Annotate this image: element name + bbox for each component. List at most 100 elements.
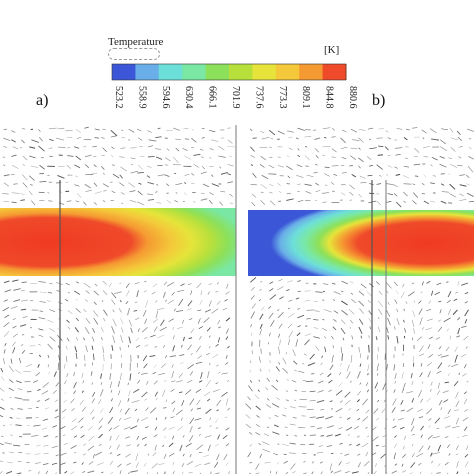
velocity-vector bbox=[321, 327, 327, 331]
velocity-vector bbox=[260, 184, 268, 189]
velocity-vector bbox=[330, 181, 335, 185]
velocity-vector bbox=[83, 282, 91, 288]
velocity-vector bbox=[340, 192, 346, 196]
velocity-vector bbox=[289, 423, 296, 426]
velocity-vector bbox=[378, 316, 380, 320]
velocity-vector bbox=[377, 145, 384, 148]
velocity-vector bbox=[66, 372, 69, 378]
velocity-vector bbox=[94, 191, 102, 194]
velocity-vector bbox=[268, 332, 271, 337]
velocity-vector bbox=[320, 408, 325, 411]
velocity-vector bbox=[191, 137, 197, 143]
velocity-vector bbox=[208, 199, 213, 205]
velocity-vector bbox=[403, 191, 408, 197]
velocity-vector bbox=[315, 291, 323, 293]
velocity-vector bbox=[394, 299, 398, 304]
velocity-vector bbox=[356, 435, 360, 438]
velocity-vector bbox=[428, 425, 431, 429]
velocity-vector bbox=[155, 417, 158, 421]
velocity-vector bbox=[185, 442, 192, 447]
velocity-vector bbox=[119, 182, 125, 187]
velocity-vector bbox=[189, 398, 195, 406]
velocity-vector bbox=[376, 389, 379, 393]
velocity-vector bbox=[463, 335, 469, 341]
velocity-vector bbox=[129, 190, 136, 193]
colorbar-tick-label: 844.8 bbox=[324, 86, 335, 109]
velocity-vector bbox=[76, 281, 79, 284]
velocity-vector bbox=[163, 281, 168, 286]
velocity-vector bbox=[277, 461, 280, 465]
velocity-vector bbox=[401, 389, 404, 393]
velocity-vector bbox=[330, 408, 334, 410]
velocity-vector bbox=[402, 283, 405, 288]
velocity-vector bbox=[225, 362, 229, 365]
velocity-vector bbox=[166, 199, 172, 204]
velocity-vector bbox=[190, 328, 195, 334]
velocity-vector bbox=[110, 390, 113, 393]
velocity-vector bbox=[430, 164, 433, 167]
velocity-vector bbox=[419, 345, 424, 353]
velocity-vector bbox=[182, 148, 188, 151]
velocity-vector bbox=[93, 353, 95, 361]
velocity-vector bbox=[375, 336, 378, 341]
velocity-vector bbox=[189, 454, 192, 458]
velocity-vector bbox=[10, 408, 14, 410]
velocity-vector bbox=[81, 462, 84, 465]
velocity-vector bbox=[75, 129, 81, 133]
velocity-vector bbox=[84, 354, 86, 361]
velocity-vector bbox=[333, 470, 342, 474]
velocity-vector bbox=[178, 298, 184, 306]
velocity-vector bbox=[1, 435, 4, 438]
colorbar-segment bbox=[112, 64, 136, 80]
velocity-vector bbox=[207, 291, 210, 295]
velocity-vector bbox=[187, 300, 193, 307]
velocity-vector bbox=[70, 398, 75, 404]
velocity-vector bbox=[119, 174, 124, 179]
velocity-vector bbox=[92, 145, 97, 148]
colorbar-segment bbox=[252, 64, 277, 80]
velocity-vector bbox=[259, 288, 262, 291]
velocity-vector bbox=[137, 380, 141, 384]
velocity-vector bbox=[67, 326, 71, 330]
velocity-vector bbox=[205, 353, 211, 355]
velocity-vector bbox=[278, 346, 280, 355]
velocity-vector bbox=[271, 385, 278, 391]
velocity-vector bbox=[350, 128, 357, 133]
velocity-vector bbox=[123, 426, 131, 430]
velocity-vector bbox=[181, 344, 183, 348]
velocity-vector bbox=[436, 427, 440, 430]
velocity-vector bbox=[359, 308, 365, 314]
velocity-vector bbox=[358, 157, 364, 163]
velocity-vector bbox=[175, 409, 183, 416]
velocity-vector bbox=[38, 343, 41, 346]
velocity-vector bbox=[0, 367, 4, 373]
velocity-vector bbox=[3, 164, 6, 166]
velocity-vector bbox=[326, 425, 334, 429]
velocity-vector bbox=[403, 136, 408, 141]
colorbar-tick-label: 630.4 bbox=[183, 86, 194, 109]
velocity-vector bbox=[151, 463, 158, 469]
velocity-vector bbox=[359, 363, 362, 367]
velocity-vector bbox=[287, 323, 293, 329]
velocity-vector bbox=[423, 156, 429, 158]
velocity-vector bbox=[201, 137, 205, 139]
velocity-vector bbox=[341, 309, 348, 316]
velocity-vector bbox=[15, 424, 22, 427]
velocity-vector bbox=[436, 370, 442, 374]
velocity-vector bbox=[224, 298, 228, 302]
velocity-vector bbox=[218, 371, 221, 374]
velocity-vector bbox=[196, 407, 202, 410]
velocity-vector bbox=[109, 435, 112, 441]
velocity-vector bbox=[462, 417, 469, 422]
velocity-vector bbox=[274, 414, 279, 418]
velocity-vector bbox=[198, 452, 203, 454]
velocity-vector bbox=[462, 373, 467, 377]
velocity-vector bbox=[452, 425, 460, 429]
velocity-vector bbox=[109, 445, 112, 450]
velocity-vector bbox=[111, 326, 115, 334]
velocity-vector bbox=[294, 389, 298, 392]
velocity-vector bbox=[153, 434, 158, 438]
velocity-vector bbox=[109, 460, 114, 465]
velocity-vector bbox=[395, 201, 402, 208]
velocity-vector bbox=[171, 371, 174, 379]
